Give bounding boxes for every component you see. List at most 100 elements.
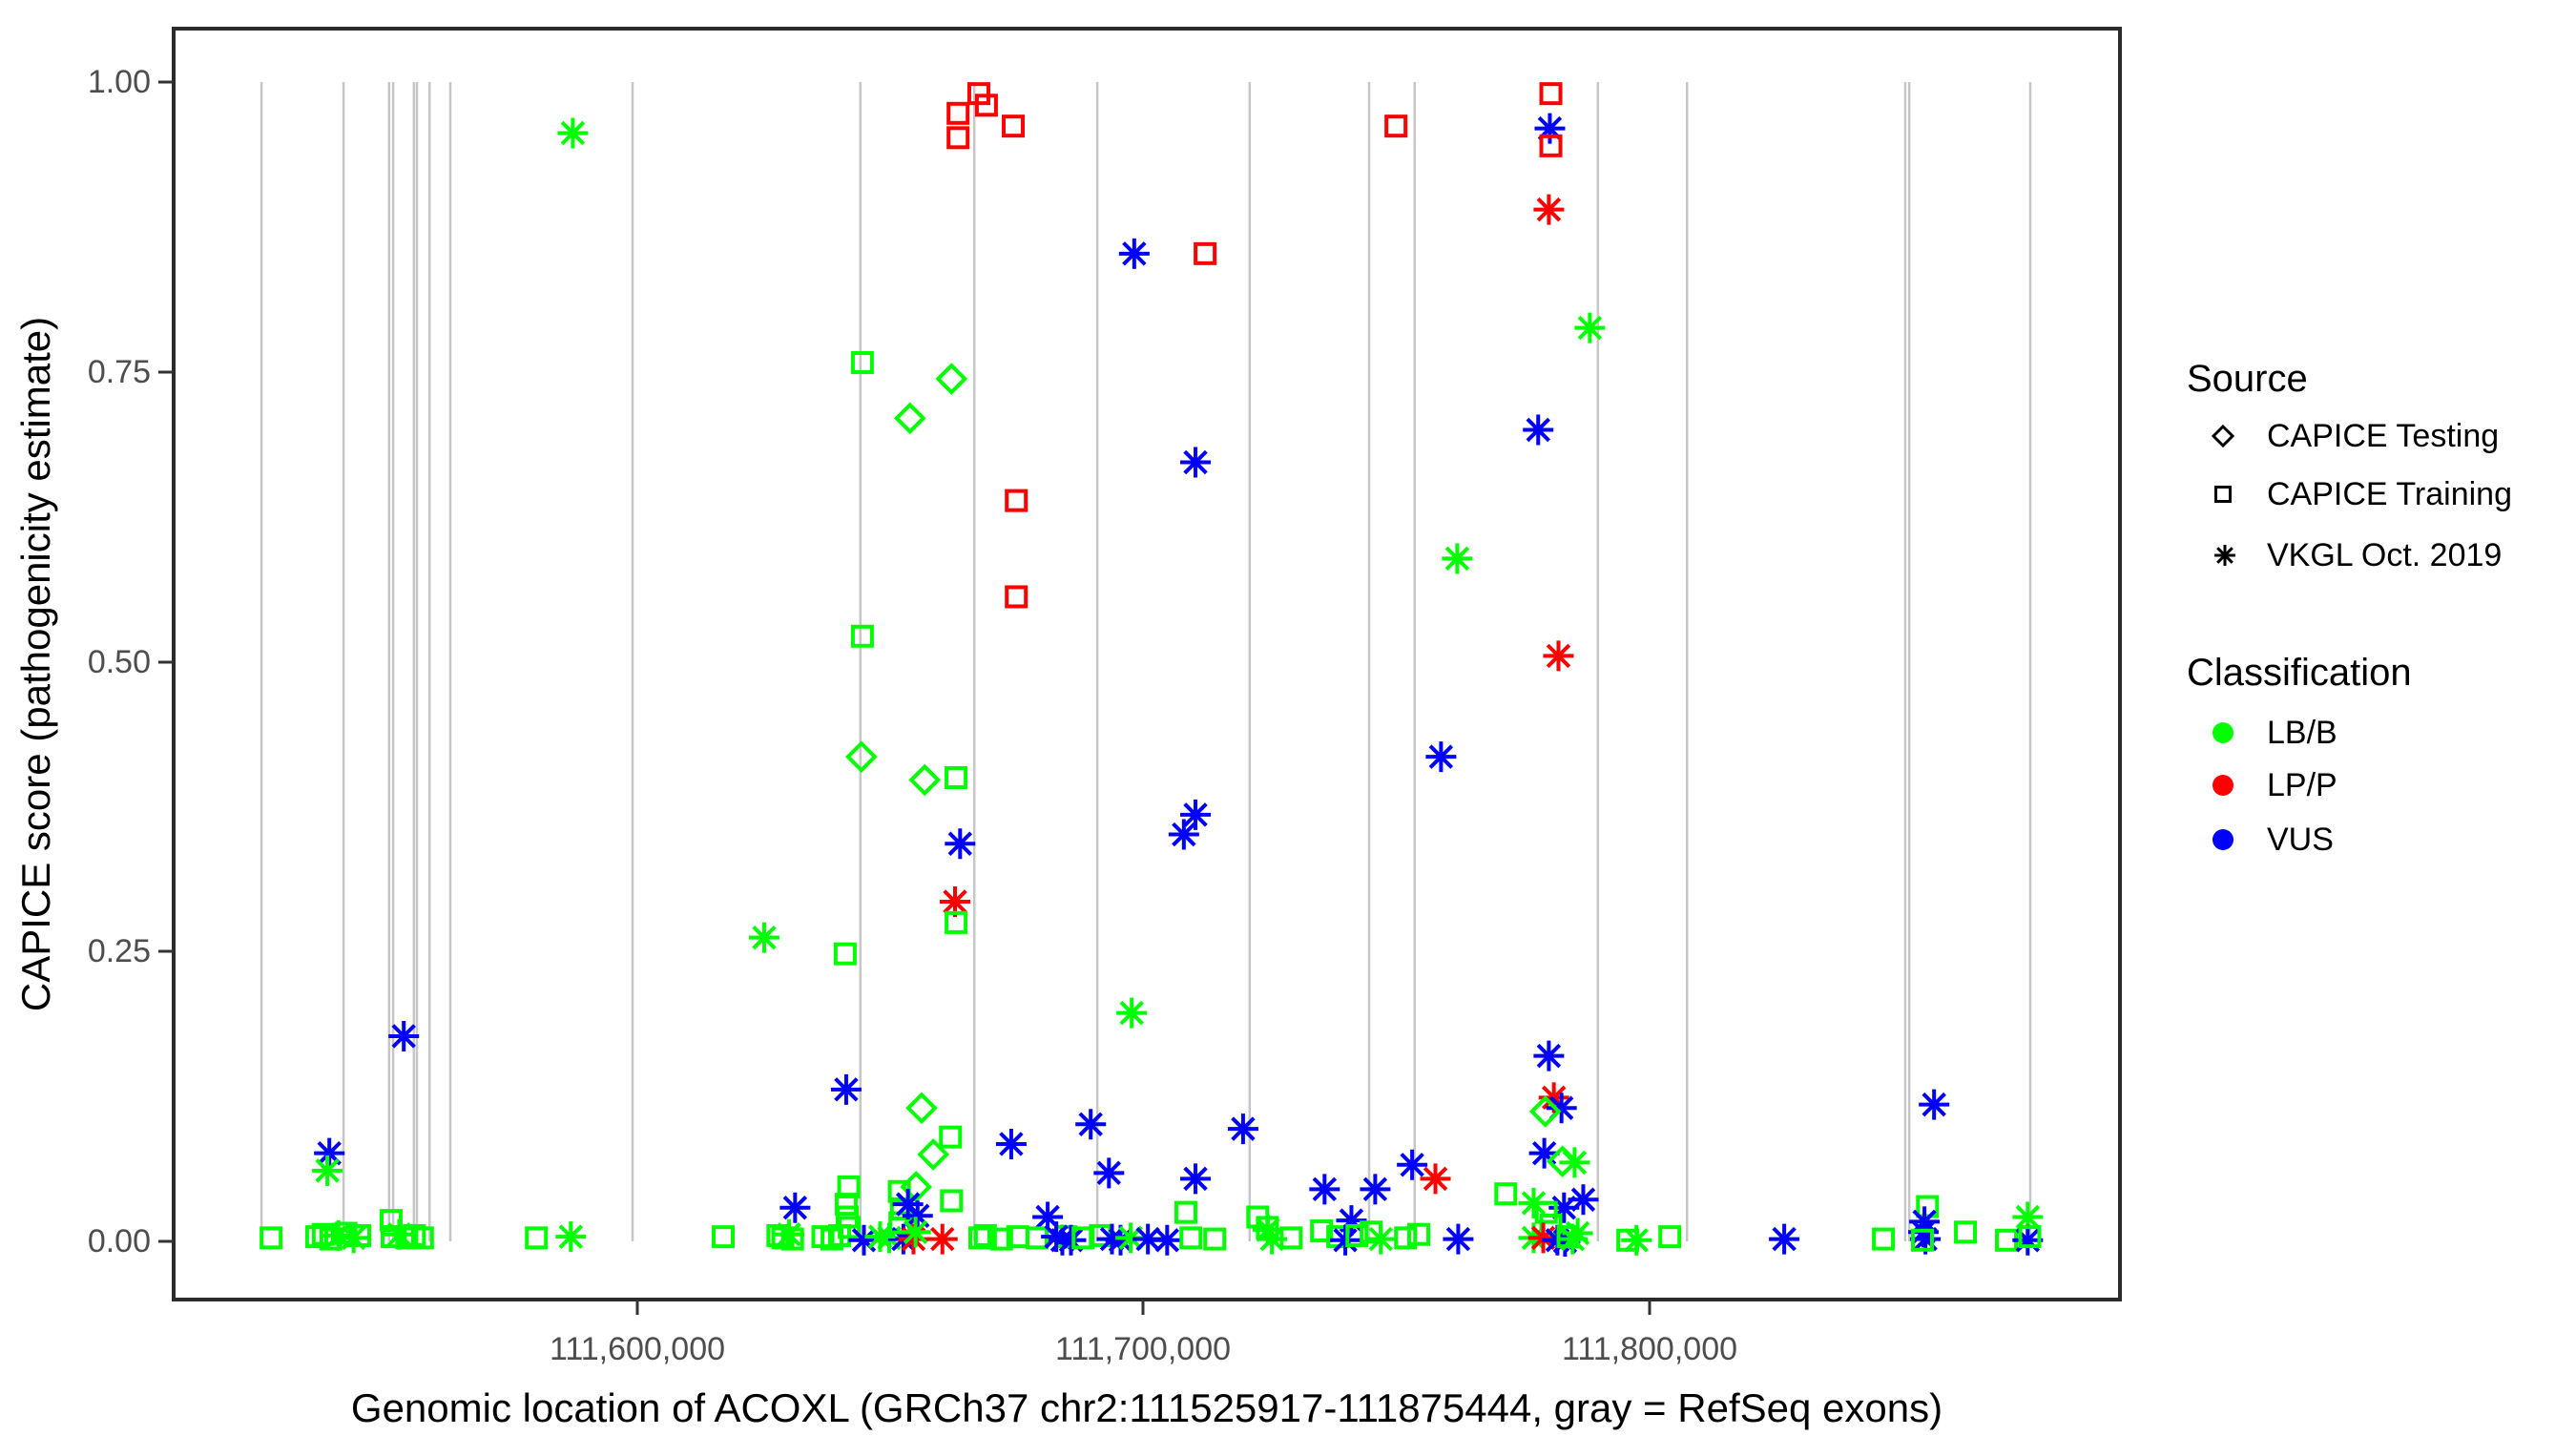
data-point [974,94,998,117]
data-point [1543,640,1574,672]
legend-item-label: LB/B [2267,715,2337,751]
data-point [1397,1149,1428,1180]
data-point [395,1226,419,1250]
data-point [1407,1222,1431,1246]
x-tick-label: 111,800,000 [1562,1331,1737,1367]
data-point [902,1200,933,1232]
data-point [384,1218,415,1250]
x-tick-label: 111,600,000 [550,1331,725,1367]
data-point [908,763,942,797]
legend-item-label: CAPICE Testing [2267,418,2499,454]
data-point [821,1227,844,1251]
data-point [1180,447,1212,478]
data-point [838,1216,862,1239]
data-point [1336,1205,1367,1237]
data-point [2018,1225,2042,1249]
data-point [557,117,589,149]
data-point [1442,543,1473,574]
data-point [555,1221,587,1253]
data-point [1041,1221,1072,1253]
data-point [1227,1113,1258,1145]
data-point [1132,1223,1164,1255]
lbb-color-dot [2212,722,2233,743]
lpp-color-dot [2212,775,2233,796]
data-point [1330,1224,1361,1256]
data-point [1032,1201,1064,1233]
data-point [1394,1226,1418,1250]
data-point [2012,1224,2044,1256]
data-point [1518,1187,1549,1218]
data-point [1621,1224,1652,1256]
data-point [1425,741,1457,773]
data-point [1179,1226,1203,1250]
data-point [939,1125,963,1149]
data-point [946,126,970,150]
data-point [748,922,779,953]
data-point [917,1138,950,1171]
data-point [1118,238,1150,269]
data-point [1539,82,1563,106]
data-point [946,101,970,125]
data-point [945,828,976,860]
data-point [848,1224,880,1256]
data-point [338,1222,369,1254]
data-point [388,1020,420,1051]
diamond-icon [2211,424,2235,448]
data-point [945,910,968,934]
data-point [1180,1163,1212,1195]
data-point [1910,1223,1942,1255]
y-tick-label: 0.00 [88,1223,151,1259]
legend-item-label: CAPICE Training [2267,476,2512,512]
data-point [1443,1223,1474,1255]
data-point [935,363,968,395]
data-point [1534,1200,1558,1224]
x-axis-title: Genomic location of ACOXL (GRCh37 chr2:1… [351,1385,1942,1430]
square-icon [2214,486,2232,503]
data-point [1539,134,1563,157]
data-point [973,1223,997,1247]
legend-source: Source CAPICE Testing CAPICE Training VK… [2187,358,2512,573]
data-point [1523,414,1554,446]
panel-border [172,27,2122,1301]
legend-item-label: LP/P [2267,767,2337,803]
legend-item-label: VKGL Oct. 2019 [2267,537,2502,573]
data-point [1168,819,1199,850]
data-point [1360,1174,1391,1205]
data-point [1538,1082,1569,1113]
data-point [850,351,874,375]
data-point [1533,1040,1565,1072]
data-point [1546,1093,1577,1124]
data-point [773,1218,804,1250]
data-point [850,624,874,648]
data-point [712,1225,736,1249]
data-point [1919,1089,1950,1120]
x-axis-ticks [635,1300,1652,1315]
data-point [348,1223,372,1247]
legend-classification-title: Classification [2187,652,2412,694]
data-point [1658,1225,1682,1249]
data-point [893,402,926,435]
data-point [834,1193,858,1217]
data-point [1528,1137,1560,1169]
data-point [1872,1227,1896,1251]
data-point [1203,1227,1227,1251]
data-point [1055,1224,1087,1256]
data-point [1769,1223,1800,1255]
exon-lines-layer [260,82,2032,1241]
data-point [864,1221,896,1253]
data-points-layer [260,82,2044,1257]
data-point [1494,1182,1518,1206]
y-tick-label: 1.00 [88,64,151,100]
data-point [1105,1224,1136,1256]
data-point [1533,194,1565,225]
data-point [1002,114,1026,138]
data-point [1910,1228,1934,1252]
data-point [779,1192,811,1223]
data-point [966,82,990,106]
data-point [926,1223,958,1255]
y-tick-label: 0.25 [88,933,151,969]
data-point [410,1226,434,1250]
data-point [1549,1226,1581,1257]
data-point [1174,1200,1197,1224]
